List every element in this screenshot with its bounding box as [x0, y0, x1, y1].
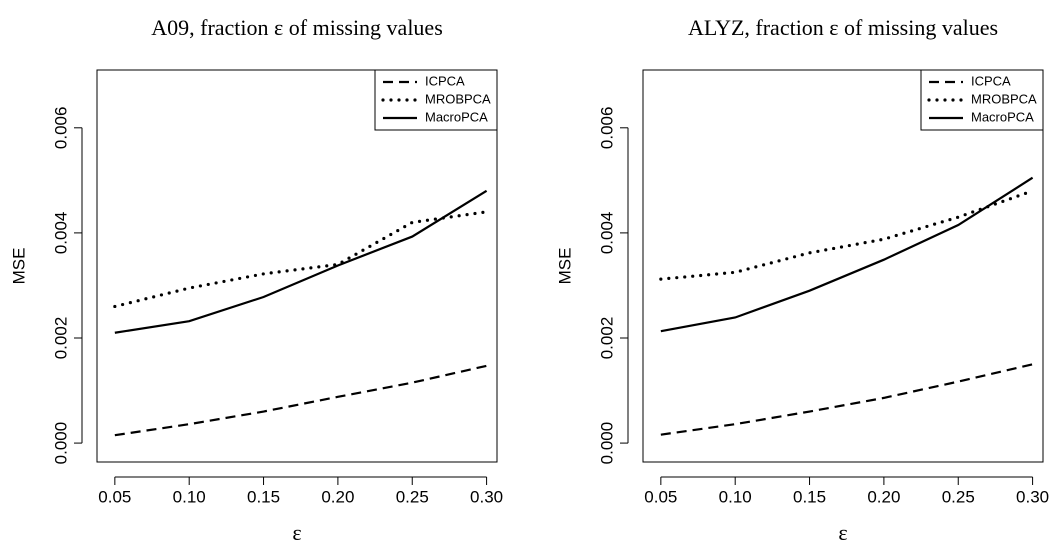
x-tick-label: 0.20: [867, 487, 900, 506]
x-tick-label: 0.10: [719, 487, 752, 506]
legend-box: [374, 69, 498, 131]
y-tick-label: 0.002: [597, 317, 616, 360]
legend-box: [920, 69, 1044, 131]
x-axis-label: ε: [838, 520, 847, 545]
y-tick-label: 0.004: [51, 212, 70, 255]
x-tick-label: 0.15: [793, 487, 826, 506]
x-tick-label: 0.25: [942, 487, 975, 506]
legend-label: MacroPCA: [971, 109, 1034, 124]
series-line: [113, 210, 489, 309]
x-tick-label: 0.30: [1016, 487, 1049, 506]
chart-title: A09, fraction ε of missing values: [151, 15, 443, 40]
chart-title: ALYZ, fraction ε of missing values: [688, 15, 998, 40]
series-line: [114, 189, 488, 334]
x-tick-label: 0.20: [321, 487, 354, 506]
plot-frame: [96, 69, 498, 463]
y-tick-label: 0.006: [597, 107, 616, 150]
x-tick-label: 0.05: [644, 487, 677, 506]
legend-label: MROBPCA: [971, 91, 1037, 106]
series-line: [114, 364, 487, 437]
series-line: [660, 363, 1033, 436]
y-tick-label: 0.000: [597, 422, 616, 465]
x-axis-label: ε: [292, 520, 301, 545]
y-axis-label: MSE: [555, 248, 574, 285]
y-tick-label: 0.002: [51, 317, 70, 360]
series-line: [660, 176, 1034, 333]
y-tick-label: 0.000: [51, 422, 70, 465]
legend-label: ICPCA: [425, 73, 465, 88]
legend-label: MROBPCA: [425, 91, 491, 106]
y-tick-label: 0.006: [51, 107, 70, 150]
x-tick-label: 0.30: [470, 487, 503, 506]
x-tick-label: 0.15: [247, 487, 280, 506]
x-tick-label: 0.05: [98, 487, 131, 506]
x-tick-label: 0.10: [173, 487, 206, 506]
y-tick-label: 0.004: [597, 212, 616, 255]
y-axis-label: MSE: [9, 248, 28, 285]
legend-label: ICPCA: [971, 73, 1011, 88]
plot-frame: [642, 69, 1044, 463]
series-line: [659, 189, 1035, 281]
x-tick-label: 0.25: [396, 487, 429, 506]
legend-label: MacroPCA: [425, 109, 488, 124]
